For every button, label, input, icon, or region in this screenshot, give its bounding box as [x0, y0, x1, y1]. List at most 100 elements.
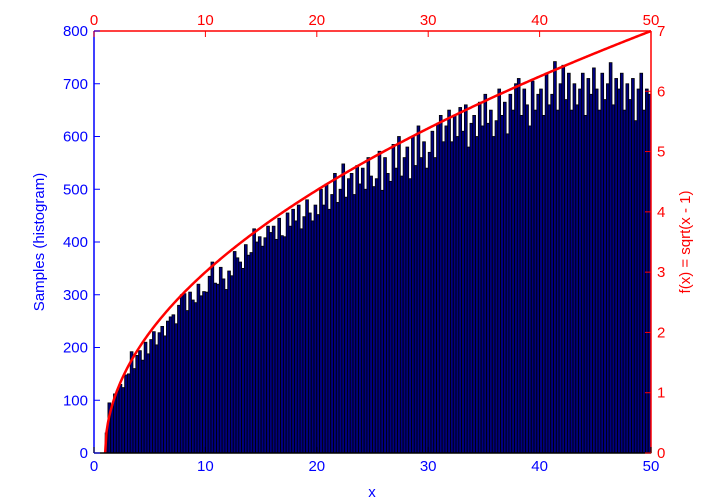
histogram-bar [282, 236, 287, 454]
histogram-bar [427, 151, 432, 454]
histogram-bar [628, 99, 632, 454]
histogram-bar [154, 344, 159, 454]
histogram-bar [606, 83, 610, 454]
histogram-bar [341, 163, 346, 454]
histogram-bar [413, 165, 418, 454]
histogram-bar [575, 104, 579, 454]
histogram-bar [486, 122, 490, 454]
y-left-tick-label: 500 [63, 181, 88, 198]
y-left-axis-label: Samples (histogram) [31, 173, 48, 311]
histogram-bar [475, 136, 479, 454]
top-x-tick-label: 0 [90, 12, 98, 29]
histogram-bar [238, 261, 243, 454]
histogram-bar [221, 278, 226, 454]
histogram-bar [121, 387, 126, 454]
histogram-bar [294, 220, 298, 454]
x-tick-label: 20 [308, 458, 325, 475]
histogram-bar [129, 351, 134, 454]
histogram-bar [455, 136, 460, 454]
histogram-bar [366, 157, 371, 454]
histogram-bar [472, 115, 476, 454]
histogram-bar [369, 175, 373, 454]
axes: 0 10 20 30 40 500 10 20 30 40 50010020030040050060… [63, 12, 665, 475]
histogram-bar [288, 225, 293, 454]
histogram-bar [218, 266, 223, 454]
histogram-bar [544, 72, 549, 454]
y-right-tick-label: 6 [657, 83, 665, 100]
histogram-bar [355, 165, 359, 454]
histogram-bar [344, 196, 348, 454]
x-tick-label: 40 [531, 458, 548, 475]
histogram-bar [505, 133, 510, 454]
y-right-tick-label: 0 [657, 445, 665, 462]
histogram-bar [352, 194, 357, 454]
histogram-bar [539, 88, 543, 454]
histogram-bar [583, 115, 588, 454]
top-x-tick-label: 40 [531, 12, 548, 29]
histogram-bar [285, 212, 290, 454]
histogram-bar [597, 109, 602, 454]
y-left-tick-label: 300 [63, 287, 88, 304]
histogram-bar [224, 289, 229, 454]
histogram-bar [533, 109, 538, 454]
histogram-bar [168, 316, 173, 454]
histogram-bar [143, 341, 148, 454]
histogram-bar [241, 267, 245, 454]
top-x-tick-label: 20 [308, 12, 325, 29]
x-tick-label: 50 [643, 458, 660, 475]
histogram-bar [425, 167, 429, 454]
histogram-bar [461, 130, 465, 454]
histogram-bar [166, 320, 170, 454]
top-x-tick-label: 30 [420, 12, 437, 29]
histogram-bar [216, 283, 220, 454]
histogram-bar [188, 291, 192, 454]
histogram-bar [118, 384, 123, 454]
top-x-tick-label: 10 [197, 12, 214, 29]
histogram-bar [633, 120, 638, 454]
histogram-bar [502, 101, 507, 454]
histogram-bar [569, 109, 574, 454]
histogram-bar [491, 136, 496, 454]
histogram-bar [182, 293, 187, 454]
histogram-bar [600, 72, 605, 454]
histogram-bar [291, 208, 295, 454]
histogram-bar [405, 146, 410, 454]
histogram-bar [252, 228, 256, 454]
histogram-bar [310, 220, 315, 454]
histogram-bar [622, 109, 627, 454]
histogram-bar [586, 78, 591, 454]
x-tick-label: 0 [90, 458, 98, 475]
histogram-bar [177, 304, 181, 454]
histogram-bar [578, 88, 582, 454]
histogram-bar [438, 115, 443, 454]
histogram-bar [452, 115, 457, 454]
histogram-bar [541, 115, 546, 454]
histogram-bar [296, 204, 301, 454]
histogram-bar [383, 157, 387, 454]
histogram-bar [179, 294, 184, 454]
histogram-bar [243, 244, 248, 454]
histogram-bar [185, 310, 190, 454]
histogram-bar [271, 225, 276, 454]
histogram-bar [480, 125, 485, 454]
histogram-bar [614, 78, 618, 454]
histogram-bar [207, 275, 212, 454]
histogram-bar [500, 115, 504, 454]
histogram-bar [397, 136, 401, 454]
y-left-tick-label: 200 [63, 340, 88, 357]
histogram-bar [199, 295, 204, 454]
histogram-bar [213, 282, 217, 454]
x-tick-label: 10 [197, 458, 214, 475]
histogram-bar [594, 88, 599, 454]
histogram-bar [441, 141, 446, 454]
histogram-bar [324, 183, 329, 454]
histogram-bar [127, 373, 131, 454]
histogram-bar [347, 178, 351, 454]
histogram-bar [338, 188, 343, 454]
histogram-bar [508, 93, 513, 454]
histogram-bar [391, 144, 396, 454]
histogram-bar [386, 173, 390, 454]
histogram-bar [558, 83, 563, 454]
histogram-bar [319, 188, 323, 454]
